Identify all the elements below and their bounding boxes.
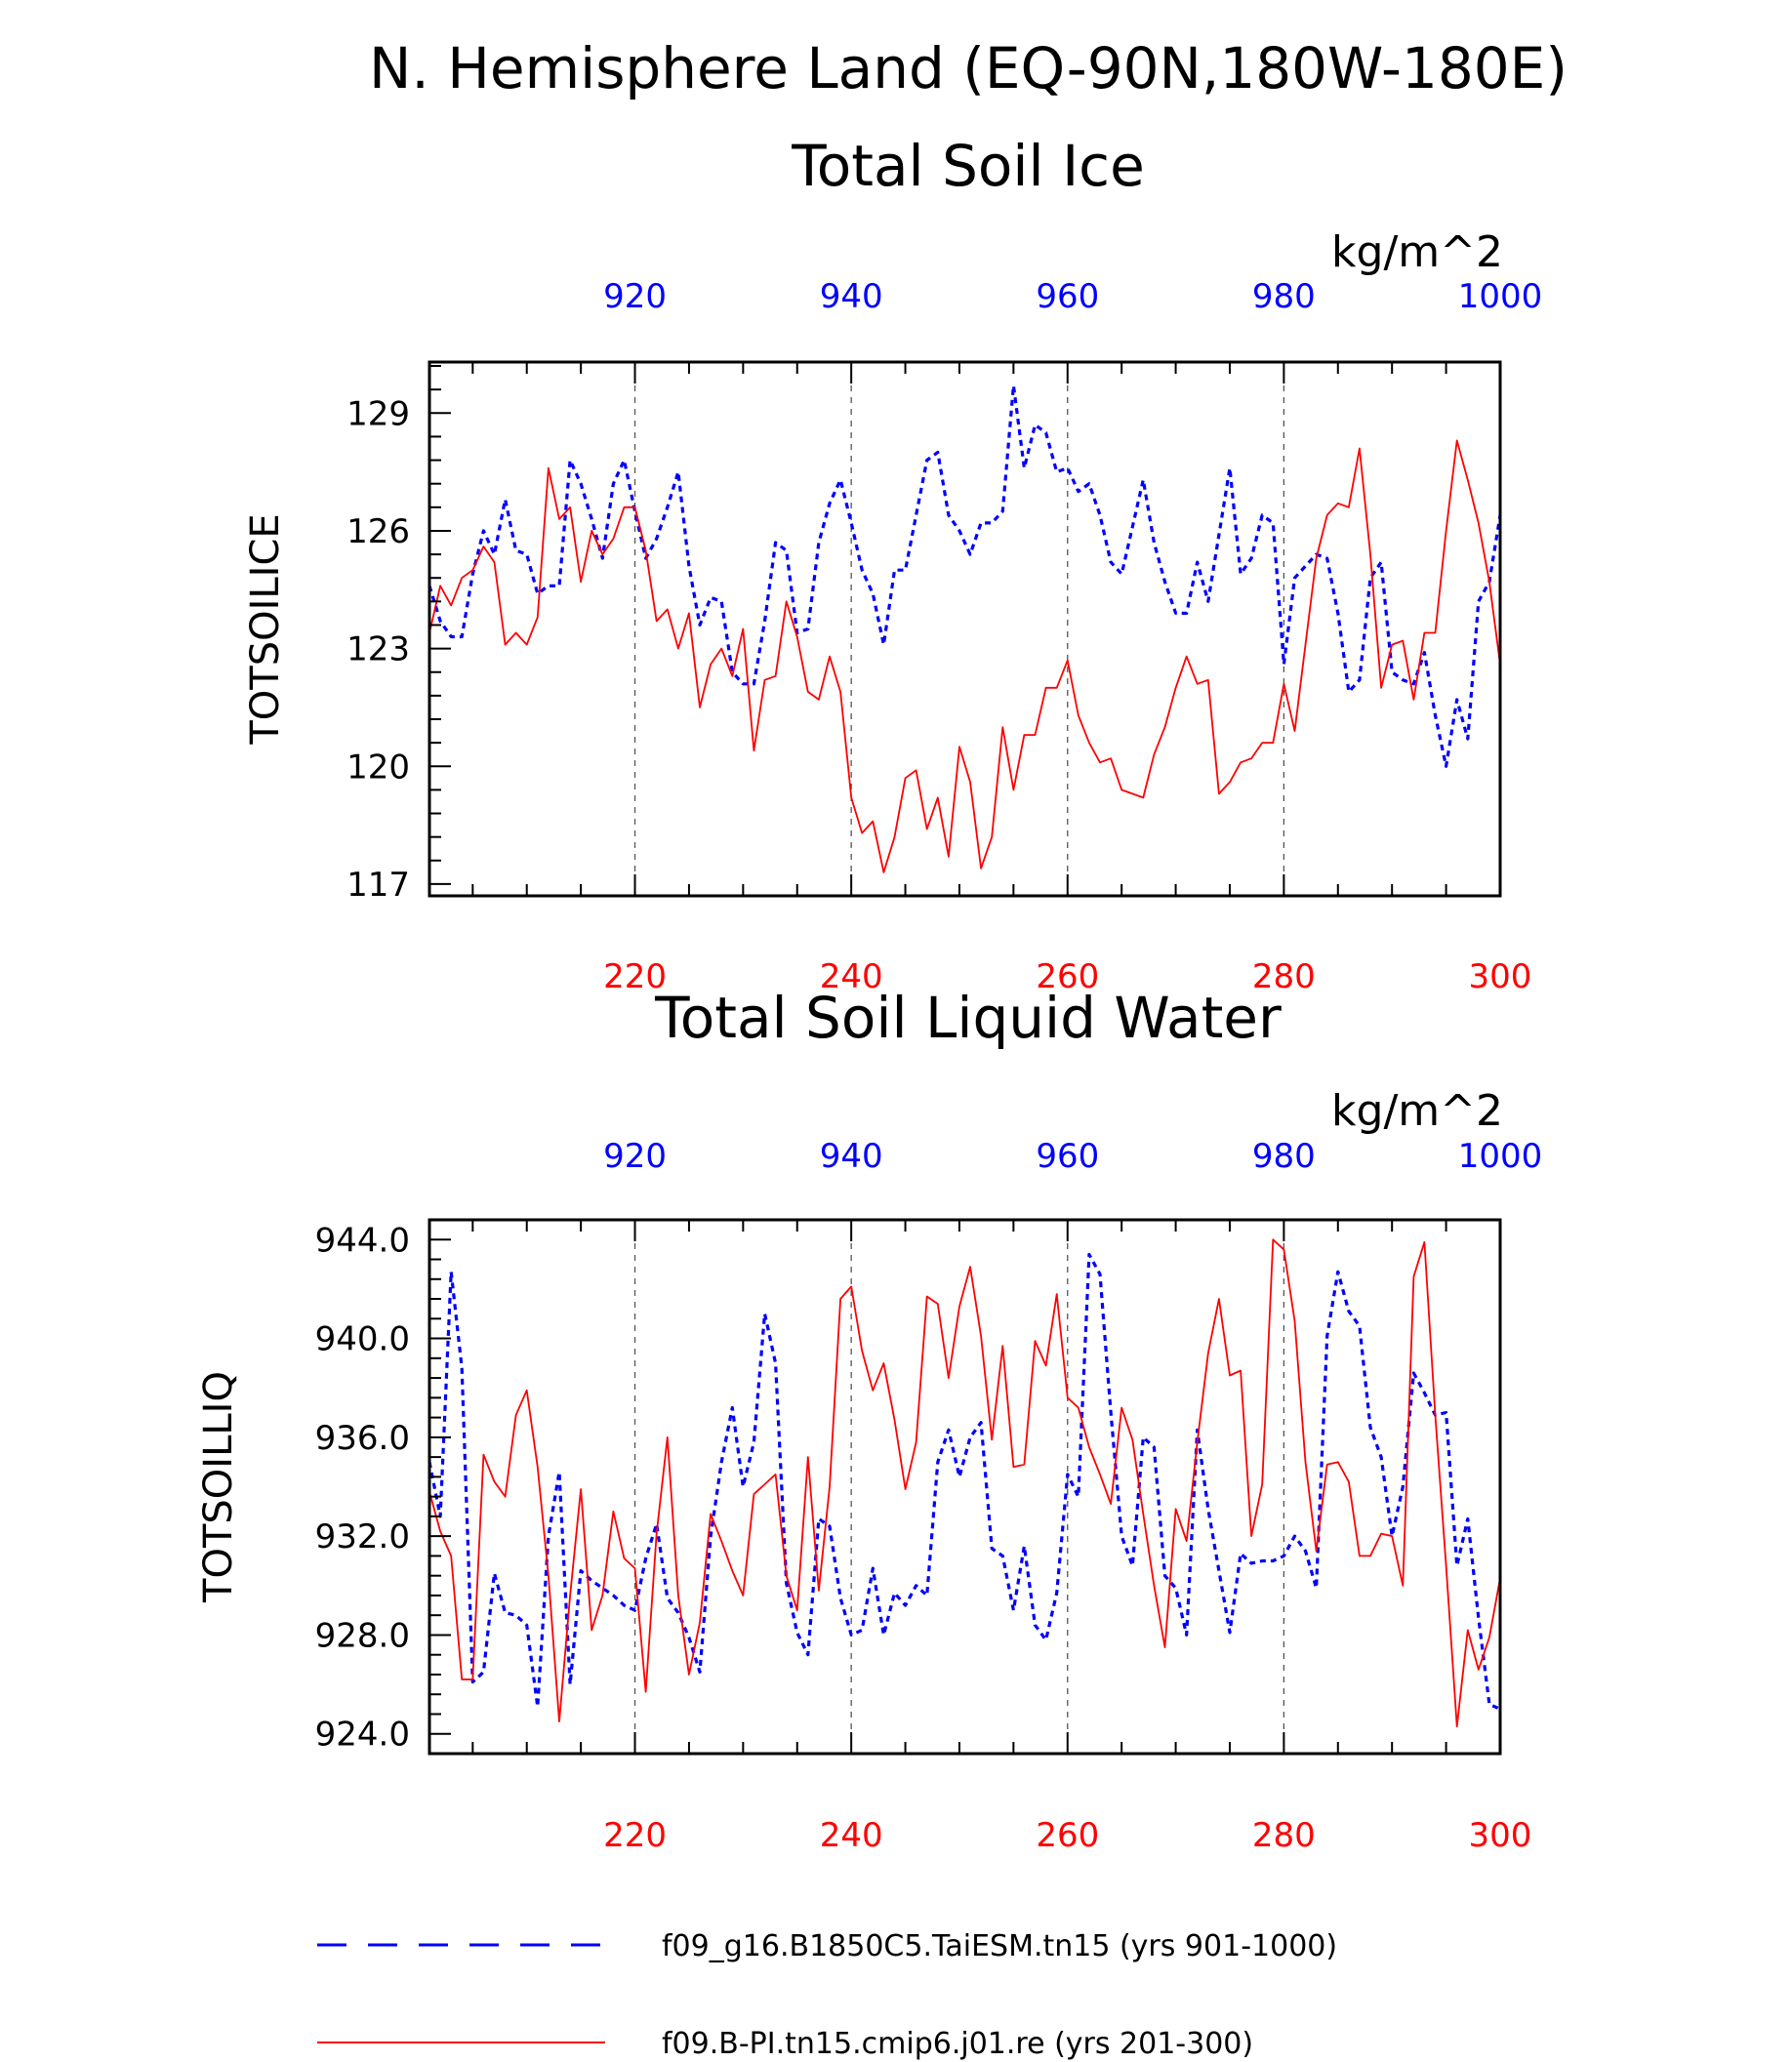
x-tick-label-top: 980 <box>1252 277 1316 316</box>
y-tick-label: 928.0 <box>315 1616 410 1655</box>
soil-liquid-panel: Total Soil Liquid Water kg/m^2 924.0 928.0 9… <box>196 985 1542 1855</box>
legend-label-taiesm: f09_g16.B1850C5.TaiESM.tn15 (yrs 901-100… <box>662 1929 1337 1963</box>
legend: f09_g16.B1850C5.TaiESM.tn15 (yrs 901-100… <box>317 1929 1337 2061</box>
x-tick-label-bottom: 300 <box>1469 1816 1532 1855</box>
panel-title: Total Soil Ice <box>791 133 1145 199</box>
y-tick-label: 120 <box>346 748 410 787</box>
y-tick-label: 932.0 <box>315 1517 410 1557</box>
x-tick-label-bottom: 220 <box>603 1816 667 1855</box>
x-tick-label-top: 940 <box>820 277 883 316</box>
x-tick-label-bottom: 240 <box>820 1816 883 1855</box>
y-tick-label: 924.0 <box>315 1716 410 1755</box>
series-line-taiesm <box>428 1252 1501 1711</box>
panel-title: Total Soil Liquid Water <box>654 985 1282 1051</box>
x-tick-label-top: 980 <box>1252 1137 1316 1176</box>
x-tick-label-top: 920 <box>603 1137 667 1176</box>
x-tick-label-bottom: 300 <box>1469 957 1532 996</box>
x-tick-label-top: 940 <box>820 1137 883 1176</box>
units-label: kg/m^2 <box>1331 1086 1503 1136</box>
y-tick-label: 129 <box>346 394 410 433</box>
y-tick-label: 944.0 <box>315 1221 410 1260</box>
y-tick-label: 126 <box>346 512 410 551</box>
series-line-cmip6 <box>428 439 1501 873</box>
y-tick-label: 123 <box>346 630 410 669</box>
units-label: kg/m^2 <box>1331 227 1503 277</box>
legend-label-cmip6: f09.B-PI.tn15.cmip6.j01.re (yrs 201-300) <box>662 2027 1253 2061</box>
y-tick-label: 117 <box>346 866 410 905</box>
x-tick-label-bottom: 260 <box>1036 1816 1099 1855</box>
y-axis-label: TOTSOILLIQ <box>196 1371 241 1603</box>
plot-frame <box>428 360 1502 898</box>
x-tick-label-top: 1000 <box>1458 1137 1543 1176</box>
x-tick-label-top: 1000 <box>1458 277 1543 316</box>
y-tick-label: 936.0 <box>315 1419 410 1458</box>
y-axis-label: TOTSOILICE <box>243 513 288 745</box>
x-tick-label-bottom: 280 <box>1252 957 1316 996</box>
series-line-taiesm <box>428 384 1502 768</box>
series-line-cmip6 <box>428 1238 1501 1727</box>
x-tick-label-top: 920 <box>603 277 667 316</box>
x-tick-label-top: 960 <box>1036 1137 1099 1176</box>
plot-frame <box>428 1218 1502 1756</box>
x-tick-label-bottom: 260 <box>1036 957 1099 996</box>
x-tick-label-bottom: 280 <box>1252 1816 1316 1855</box>
x-tick-label-top: 960 <box>1036 277 1099 316</box>
main-title: N. Hemisphere Land (EQ-90N,180W-180E) <box>369 35 1568 101</box>
y-tick-label: 940.0 <box>315 1320 410 1359</box>
x-tick-label-bottom: 240 <box>820 957 883 996</box>
x-tick-label-bottom: 220 <box>603 957 667 996</box>
soil-ice-panel: Total Soil Ice kg/m^2 117 120 123 126 129 TOTSO… <box>243 133 1542 996</box>
